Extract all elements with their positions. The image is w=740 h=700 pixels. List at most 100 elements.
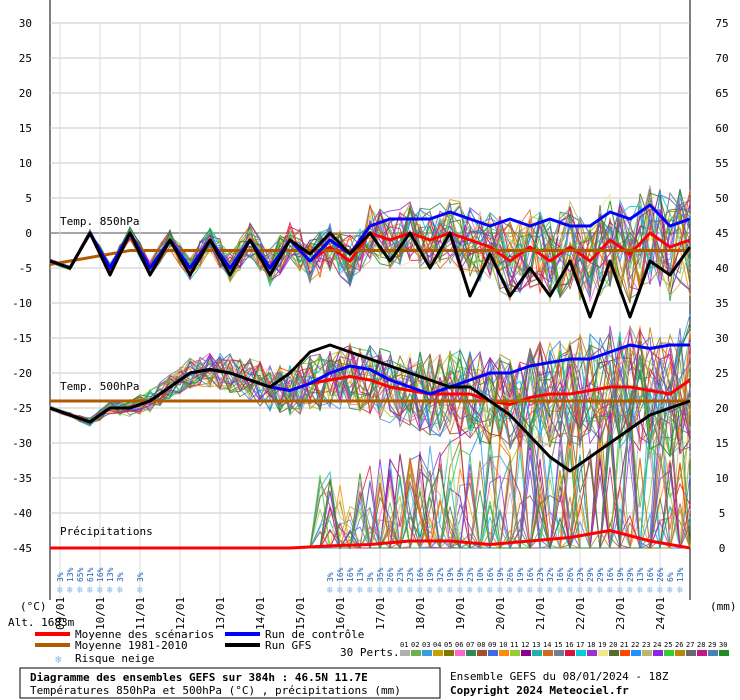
left-tick-label: 15 bbox=[19, 122, 32, 135]
snowflake-icon: ❄ bbox=[447, 585, 454, 596]
pert-swatch bbox=[609, 650, 619, 656]
snowflake-icon: ❄ bbox=[427, 585, 434, 596]
legend-label: Risque neige bbox=[75, 652, 154, 665]
x-axis-dates: 09/01 10/01 11/01 12/01 13/01 14/01 15/01 16/01… bbox=[54, 597, 667, 630]
snow-risk-label: 16% bbox=[486, 567, 495, 582]
snowflake-icon: ❄ bbox=[377, 585, 384, 596]
date-label: 24/01 bbox=[654, 597, 667, 630]
pert-swatch bbox=[719, 650, 729, 656]
snow-risk-label: 23% bbox=[576, 567, 585, 582]
snow-risk-label: 13% bbox=[66, 567, 75, 582]
snow-risk-label: 16% bbox=[346, 567, 355, 582]
pert-number: 21 bbox=[620, 641, 628, 649]
footer-title-box bbox=[19, 667, 441, 699]
pert-number: 30 bbox=[719, 641, 727, 649]
left-tick-label: 30 bbox=[19, 17, 32, 30]
pert-swatch bbox=[576, 650, 586, 656]
snowflake-icon: ❄ bbox=[537, 585, 544, 596]
snow-risk-label: 16% bbox=[646, 567, 655, 582]
date-label: 21/01 bbox=[534, 597, 547, 630]
snowflake-icon: ❄ bbox=[67, 585, 74, 596]
snow-risk-label: 3% bbox=[116, 572, 125, 582]
pert-number: 25 bbox=[664, 641, 672, 649]
series-moyenne-1981-2010-t850 bbox=[49, 249, 690, 266]
perturbation-t500 bbox=[49, 352, 691, 450]
pert-swatch bbox=[675, 650, 685, 656]
snowflake-icon: ❄ bbox=[587, 585, 594, 596]
snow-risk-label: 26% bbox=[656, 567, 665, 582]
snowflake-icon: ❄ bbox=[657, 585, 664, 596]
series-moyenne-des-sc-narios-precip bbox=[50, 529, 691, 550]
right-tick-label: 15 bbox=[715, 437, 728, 450]
pert-number: 29 bbox=[708, 641, 716, 649]
snow-risk-label: 23% bbox=[466, 567, 475, 582]
pert-number: 02 bbox=[411, 641, 419, 649]
snowflake-icon: ❄ bbox=[77, 585, 84, 596]
left-tick-label: -40 bbox=[12, 507, 32, 520]
snow-risk-label: 29% bbox=[586, 567, 595, 582]
pert-swatch bbox=[422, 650, 432, 656]
snowflake-icon: ❄ bbox=[647, 585, 654, 596]
snow-risk-label: 29% bbox=[596, 567, 605, 582]
snowflake-icon: ❄ bbox=[547, 585, 554, 596]
t500-label: Temp. 500hPa bbox=[60, 380, 139, 393]
left-tick-label: -10 bbox=[12, 297, 32, 310]
snowflake-icon: ❄ bbox=[347, 585, 354, 596]
snowflake-icon: ❄ bbox=[107, 585, 114, 596]
right-tick-label: 5 bbox=[719, 507, 726, 520]
snowflake-icon: ❄ bbox=[367, 585, 374, 596]
snowflake-icon: ❄ bbox=[117, 585, 124, 596]
right-tick-label: 70 bbox=[715, 52, 728, 65]
right-tick-label: 20 bbox=[715, 402, 728, 415]
pert-number: 23 bbox=[642, 641, 650, 649]
pert-swatch bbox=[598, 650, 608, 656]
right-tick-label: 50 bbox=[715, 192, 728, 205]
footer-run-info: Ensemble GEFS du 08/01/2024 - 18Z bbox=[450, 670, 669, 683]
snowflake-icon: ❄ bbox=[517, 585, 524, 596]
snow-risk-label: 19% bbox=[446, 567, 455, 582]
snow-risk-label: 16% bbox=[556, 567, 565, 582]
pert-number: 12 bbox=[521, 641, 529, 649]
pert-number: 04 bbox=[433, 641, 441, 649]
pert-number: 15 bbox=[554, 641, 562, 649]
snow-risk-label: 3% bbox=[366, 572, 375, 582]
snow-risk-label: 13% bbox=[356, 567, 365, 582]
perturbation-t850 bbox=[49, 191, 691, 299]
snowflake-icon: ❄ bbox=[607, 585, 614, 596]
snowflake-icon: ❄ bbox=[137, 585, 144, 596]
pert-number: 26 bbox=[675, 641, 683, 649]
pert-number: 10 bbox=[499, 641, 507, 649]
pert-number: 07 bbox=[466, 641, 474, 649]
snowflake-icon: ❄ bbox=[487, 585, 494, 596]
pert-swatch bbox=[642, 650, 652, 656]
snowflake-icon: ❄ bbox=[507, 585, 514, 596]
footer-title: Diagramme des ensembles GEFS sur 384h : … bbox=[30, 671, 368, 684]
pert-number: 06 bbox=[455, 641, 463, 649]
snowflake-icon: ❄ bbox=[387, 585, 394, 596]
snowflake-icon: ❄ bbox=[617, 585, 624, 596]
perturbation-t850 bbox=[49, 211, 691, 293]
snowflake-icon: ❄ bbox=[467, 585, 474, 596]
pert-number: 24 bbox=[653, 641, 661, 649]
pert-number: 11 bbox=[510, 641, 518, 649]
pert-swatch bbox=[543, 650, 553, 656]
right-tick-label: 75 bbox=[715, 17, 728, 30]
date-label: 09/01 bbox=[54, 597, 67, 630]
snow-risk-label: 23% bbox=[396, 567, 405, 582]
right-tick-label: 65 bbox=[715, 87, 728, 100]
snow-risk-label: 29% bbox=[626, 567, 635, 582]
snow-risk-label: 19% bbox=[616, 567, 625, 582]
left-tick-label: -30 bbox=[12, 437, 32, 450]
snowflake-icon: ❄ bbox=[497, 585, 504, 596]
right-tick-label: 55 bbox=[715, 157, 728, 170]
left-tick-label: -5 bbox=[19, 262, 32, 275]
snow-risk-label: 19% bbox=[426, 567, 435, 582]
left-axis-ticks: 30 25 20 15 10 5 0 -5 -10 -15 -20 -25 -30 -35 -40 -45 bbox=[12, 17, 32, 555]
perturbation-t850 bbox=[49, 202, 691, 293]
date-label: 15/01 bbox=[294, 597, 307, 630]
perturbation-t500 bbox=[49, 327, 691, 458]
snowflake-icon: ❄ bbox=[357, 585, 364, 596]
snow-risk-label: 16% bbox=[416, 567, 425, 582]
